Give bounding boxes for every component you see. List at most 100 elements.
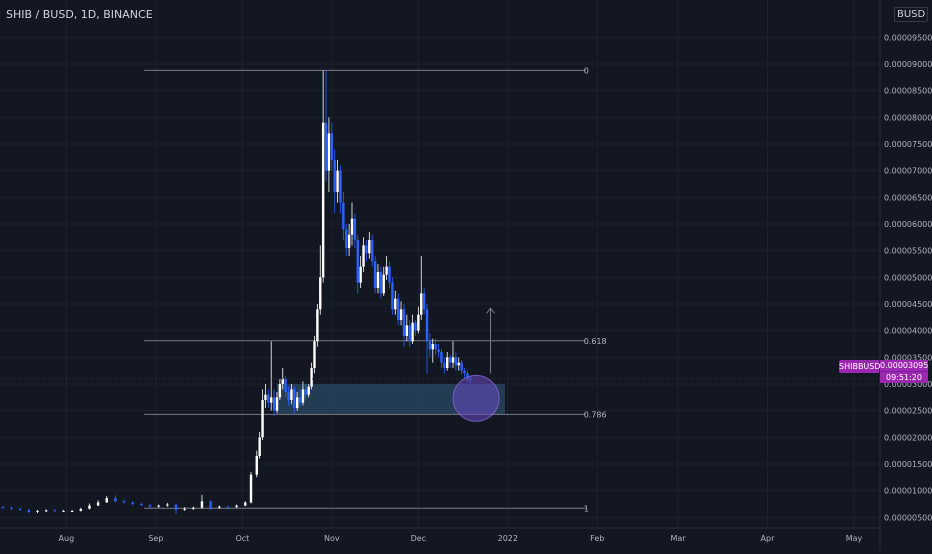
price-tick-label: 0.00009500 [884, 33, 932, 42]
candle-body [457, 362, 460, 366]
candle-body [394, 298, 397, 310]
time-tick-label: Apr [761, 534, 776, 543]
candle-body [425, 309, 429, 342]
candle-body [166, 504, 169, 506]
candle-body [414, 322, 417, 331]
candle-body [218, 506, 221, 508]
candle-body [290, 389, 293, 400]
price-tick-label: 0.00003500 [884, 353, 932, 362]
candle-body [192, 507, 195, 509]
candle-body [114, 498, 117, 502]
candle-body [244, 502, 247, 506]
candle-body [131, 502, 134, 504]
candle-body [298, 397, 302, 403]
price-tick-label: 0.00009000 [884, 60, 932, 69]
candle-body [382, 274, 385, 294]
candle-body [304, 389, 308, 395]
candle-body [249, 474, 253, 503]
candle-body [287, 392, 290, 400]
fib-level-label: 0.618 [584, 337, 607, 346]
candle-body [359, 266, 362, 283]
time-tick-label: Sep [148, 534, 163, 543]
grid-lines [0, 0, 880, 528]
candle-body [258, 437, 261, 456]
candle-body [376, 272, 380, 288]
candle-body [53, 510, 57, 512]
candle-body [264, 394, 267, 400]
candle-body [373, 261, 377, 288]
candle-body [368, 240, 371, 254]
candle-body [278, 384, 282, 398]
bar-countdown-label: 09:51:20 [880, 371, 928, 383]
candle-body [36, 510, 39, 512]
time-tick-label: Dec [411, 534, 426, 543]
price-tick-label: 0.00000500 [884, 513, 932, 522]
fib-level-label: 0 [584, 66, 589, 75]
candle-body [379, 272, 383, 294]
fib-level-label: 0.786 [584, 410, 607, 419]
price-tick-label: 0.00008000 [884, 113, 932, 122]
price-tick-label: 0.00007000 [884, 167, 932, 176]
candle-body [44, 510, 48, 512]
candle-body [319, 277, 322, 310]
candle-body [330, 133, 334, 160]
last-price-label: 0.00003095 [880, 360, 929, 371]
price-tick-label: 0.00001000 [884, 487, 932, 496]
candle-body [270, 397, 273, 403]
price-tick-label: 0.00002500 [884, 407, 932, 416]
candle-body [391, 282, 394, 310]
candle-body [122, 501, 126, 503]
candle-body [281, 378, 284, 384]
candle-body [200, 501, 204, 508]
candle-body [428, 341, 432, 350]
candle-body [261, 400, 264, 438]
candle-body [105, 498, 108, 503]
currency-badge: BUSD [894, 7, 929, 22]
symbol-title[interactable]: SHIB / BUSD, 1D, BINANCE [6, 8, 153, 21]
candle-body [70, 510, 74, 512]
time-tick-label: Feb [590, 534, 604, 543]
candle-body [336, 170, 339, 192]
candle-body [313, 341, 316, 368]
candle-body [275, 397, 279, 411]
time-axis[interactable]: Aug Sep Oct Nov Dec 2022 Feb Mar Apr May [0, 527, 880, 543]
candle-body [408, 325, 411, 342]
candle-body [454, 357, 458, 366]
candle-body [417, 314, 420, 331]
price-tick-label: 0.00007500 [884, 140, 932, 149]
candle-body [333, 160, 336, 192]
price-tick-label: 0.00002000 [884, 433, 932, 442]
candle-body [370, 240, 374, 262]
projection-arrow-head [486, 307, 495, 314]
candle-body [18, 508, 22, 510]
candle-body [324, 122, 328, 171]
candle-body [10, 507, 13, 509]
candle-body [466, 373, 469, 379]
price-tick-label: 0.00005500 [884, 247, 932, 256]
price-tick-label: 0.00003000 [884, 380, 932, 389]
candle-body [307, 386, 310, 395]
candle-body [1, 507, 5, 509]
price-tick-label: 0.00008500 [884, 87, 932, 96]
candle-body [411, 322, 414, 342]
candle-body [157, 505, 160, 507]
candle-body [353, 218, 357, 240]
candle-body [310, 368, 313, 387]
price-axis[interactable]: 0.00000500 0.00001000 0.00001500 0.00002000… [879, 0, 932, 550]
candle-body [148, 505, 152, 507]
highlight-circle [452, 374, 500, 422]
price-tick-label: 0.00006000 [884, 220, 932, 229]
candle-body [209, 501, 212, 508]
candlestick-series [1, 70, 472, 515]
fibonacci-retracement[interactable]: 0 0.618 0.786 1 [144, 66, 607, 513]
candle-body [140, 504, 143, 506]
candle-body [356, 240, 359, 283]
candle-body [96, 502, 100, 506]
price-tick-label: 0.00006500 [884, 193, 932, 202]
candle-body [88, 505, 91, 509]
candle-body [62, 510, 65, 512]
time-tick-label: May [846, 534, 863, 543]
fib-level-label: 1 [584, 504, 589, 513]
